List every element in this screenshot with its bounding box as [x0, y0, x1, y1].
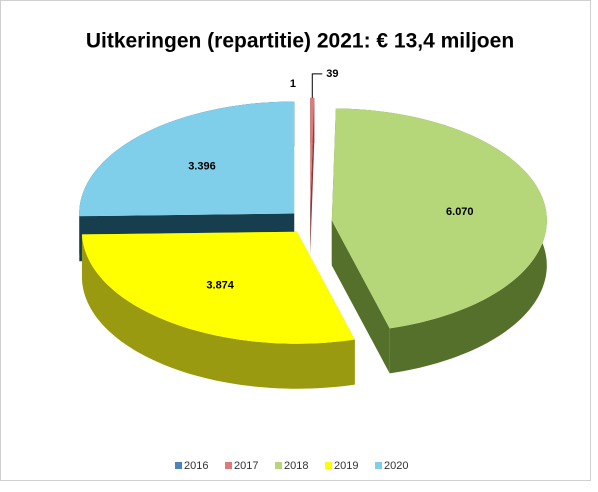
- data-label: 6.070: [446, 206, 474, 218]
- legend-swatch: [225, 462, 232, 469]
- legend-swatch: [325, 462, 332, 469]
- legend-label: 2018: [284, 460, 308, 472]
- data-label: 39: [326, 68, 338, 80]
- legend-swatch: [375, 462, 382, 469]
- legend-swatch: [175, 462, 182, 469]
- legend-label: 2017: [234, 460, 258, 472]
- data-label: 3.874: [206, 280, 234, 292]
- data-label: 1: [290, 78, 296, 90]
- legend-label: 2020: [384, 460, 408, 472]
- legend-label: 2019: [334, 460, 358, 472]
- chart-title: Uitkeringen (repartitie) 2021: € 13,4 mi…: [86, 30, 514, 53]
- legend-label: 2016: [184, 460, 208, 472]
- data-label: 3.396: [188, 161, 216, 173]
- legend-swatch: [275, 462, 282, 469]
